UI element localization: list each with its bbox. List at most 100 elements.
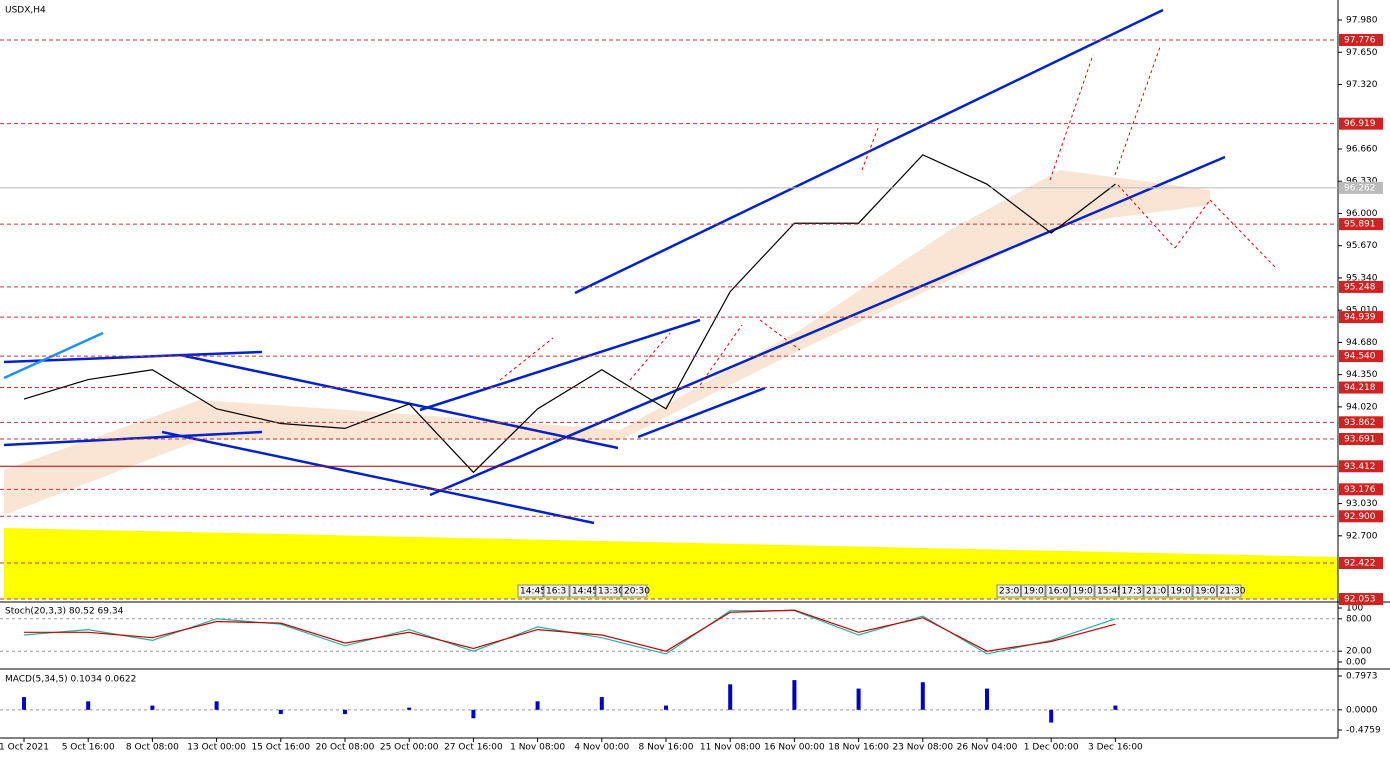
level-label: 94.939 [1344,313,1376,323]
macd-bar [920,682,925,710]
x-tick-label: 4 Nov 00:00 [574,743,629,753]
y-tick-label: 96.330 [1346,177,1378,187]
time-mark: 19:0 [1024,587,1044,597]
x-tick-label: 5 Oct 16:00 [62,743,115,753]
y-tick-label: 93.030 [1346,499,1378,509]
y-tick-label: 95.340 [1346,273,1378,283]
time-mark: 16:0 [1048,587,1068,597]
time-mark-box [1168,584,1193,598]
x-tick-label: 26 Nov 04:00 [957,743,1018,753]
time-mark: 16:3 [546,587,566,597]
current-price-label: 96.262 [1344,183,1376,193]
time-mark: 23:0 [999,587,1019,597]
macd-bar [22,697,26,710]
x-tick-label: 16 Nov 00:00 [764,743,825,753]
time-mark: 15:45 [1097,587,1123,597]
x-tick-label: 1 Dec 00:00 [1024,743,1079,753]
time-mark: 21:30 [1220,587,1246,597]
time-mark-box [543,584,570,598]
macd-bar [407,707,412,710]
x-tick-label: 8 Nov 16:00 [639,743,694,753]
time-mark: 14:45 [572,587,598,597]
x-tick-label: 13 Oct 00:00 [187,743,246,753]
y-tick-label: 0.00 [1346,658,1366,668]
series-line [23,154,1116,474]
x-tick-label: 27 Oct 16:00 [444,743,503,753]
time-mark: 21:0 [1146,587,1166,597]
level-label: 92.900 [1344,512,1376,522]
chart-title: USDX,H4 [5,6,46,16]
y-tick-label: 95.670 [1346,241,1378,251]
time-mark: 19:0 [1171,587,1191,597]
y-tick-label: 97.650 [1346,48,1378,58]
level-label: 93.412 [1344,462,1376,472]
macd-bar [535,701,540,710]
current-price-box [1339,181,1383,194]
y-tick-label: 80.00 [1346,614,1372,624]
time-mark: 19:0 [1073,587,1093,597]
time-mark-box [595,584,622,598]
macd-bar [214,701,219,710]
time-mark-box [621,584,648,598]
level-box [1339,433,1383,446]
x-tick-label: 11 Nov 08:00 [700,743,761,753]
level-box [1339,218,1383,231]
y-tick-label: 0.7973 [1346,671,1378,681]
y-tick-label: 94.680 [1346,338,1378,348]
macd-bar [86,701,91,710]
time-mark: 14:45 [520,587,546,597]
macd-bar [856,688,861,710]
x-tick-label: 8 Oct 08:00 [126,743,179,753]
level-label: 94.218 [1344,383,1376,393]
x-tick-label: 18 Nov 16:00 [828,743,889,753]
time-mark: 17:3 [1122,587,1142,597]
time-mark: 19:0 [1195,587,1215,597]
macd-bar [1049,709,1054,723]
macd-bar [664,705,668,710]
y-tick-label: 96.000 [1346,209,1378,219]
level-box [1339,311,1383,324]
x-tick-label: 1 Nov 08:00 [510,743,565,753]
y-tick-label: 96.660 [1346,144,1378,154]
level-box [1339,280,1383,293]
time-mark-box [1119,584,1144,598]
time-mark-box [1143,584,1168,598]
time-mark: 13:30 [598,587,624,597]
macd-bar [792,680,797,710]
level-box [1339,483,1383,496]
macd-bar [985,688,989,710]
y-tick-label: 95.010 [1346,306,1378,316]
time-mark-box [1192,584,1217,598]
level-box [1339,33,1383,46]
level-box [1339,381,1383,394]
time-mark-box [1094,584,1119,598]
level-box [1339,117,1383,130]
y-tick-label: 94.350 [1346,370,1378,380]
y-tick-label: 20.00 [1346,647,1372,657]
y-tick-label: 94.020 [1346,402,1378,412]
level-label: 93.862 [1344,418,1376,428]
y-tick-label: 97.320 [1346,80,1378,90]
time-mark-box [996,584,1021,598]
y-tick-label: 97.980 [1346,16,1378,26]
macd-bar [343,709,347,715]
level-label: 95.248 [1344,282,1376,292]
time-mark-box [1045,584,1070,598]
y-tick-label: 92.700 [1346,531,1378,541]
level-label: 95.891 [1344,220,1376,230]
macd-bar [471,709,476,719]
level-box [1339,593,1383,606]
time-mark-box [1217,584,1242,598]
stoch-title: Stoch(20,3,3) 80.52 69.34 [5,607,124,617]
macd-title: MACD(5,34,5) 0.1034 0.0622 [5,675,136,685]
macd-bar [1113,705,1118,710]
x-tick-label: 1 Oct 2021 [0,743,49,753]
forecast-arrows [499,46,1277,386]
level-label: 96.919 [1344,119,1376,129]
x-tick-label: 15 Oct 16:00 [251,743,310,753]
x-tick-label: 20 Oct 08:00 [316,743,375,753]
level-box [1339,460,1383,473]
y-tick-label: 100 [1346,604,1363,614]
